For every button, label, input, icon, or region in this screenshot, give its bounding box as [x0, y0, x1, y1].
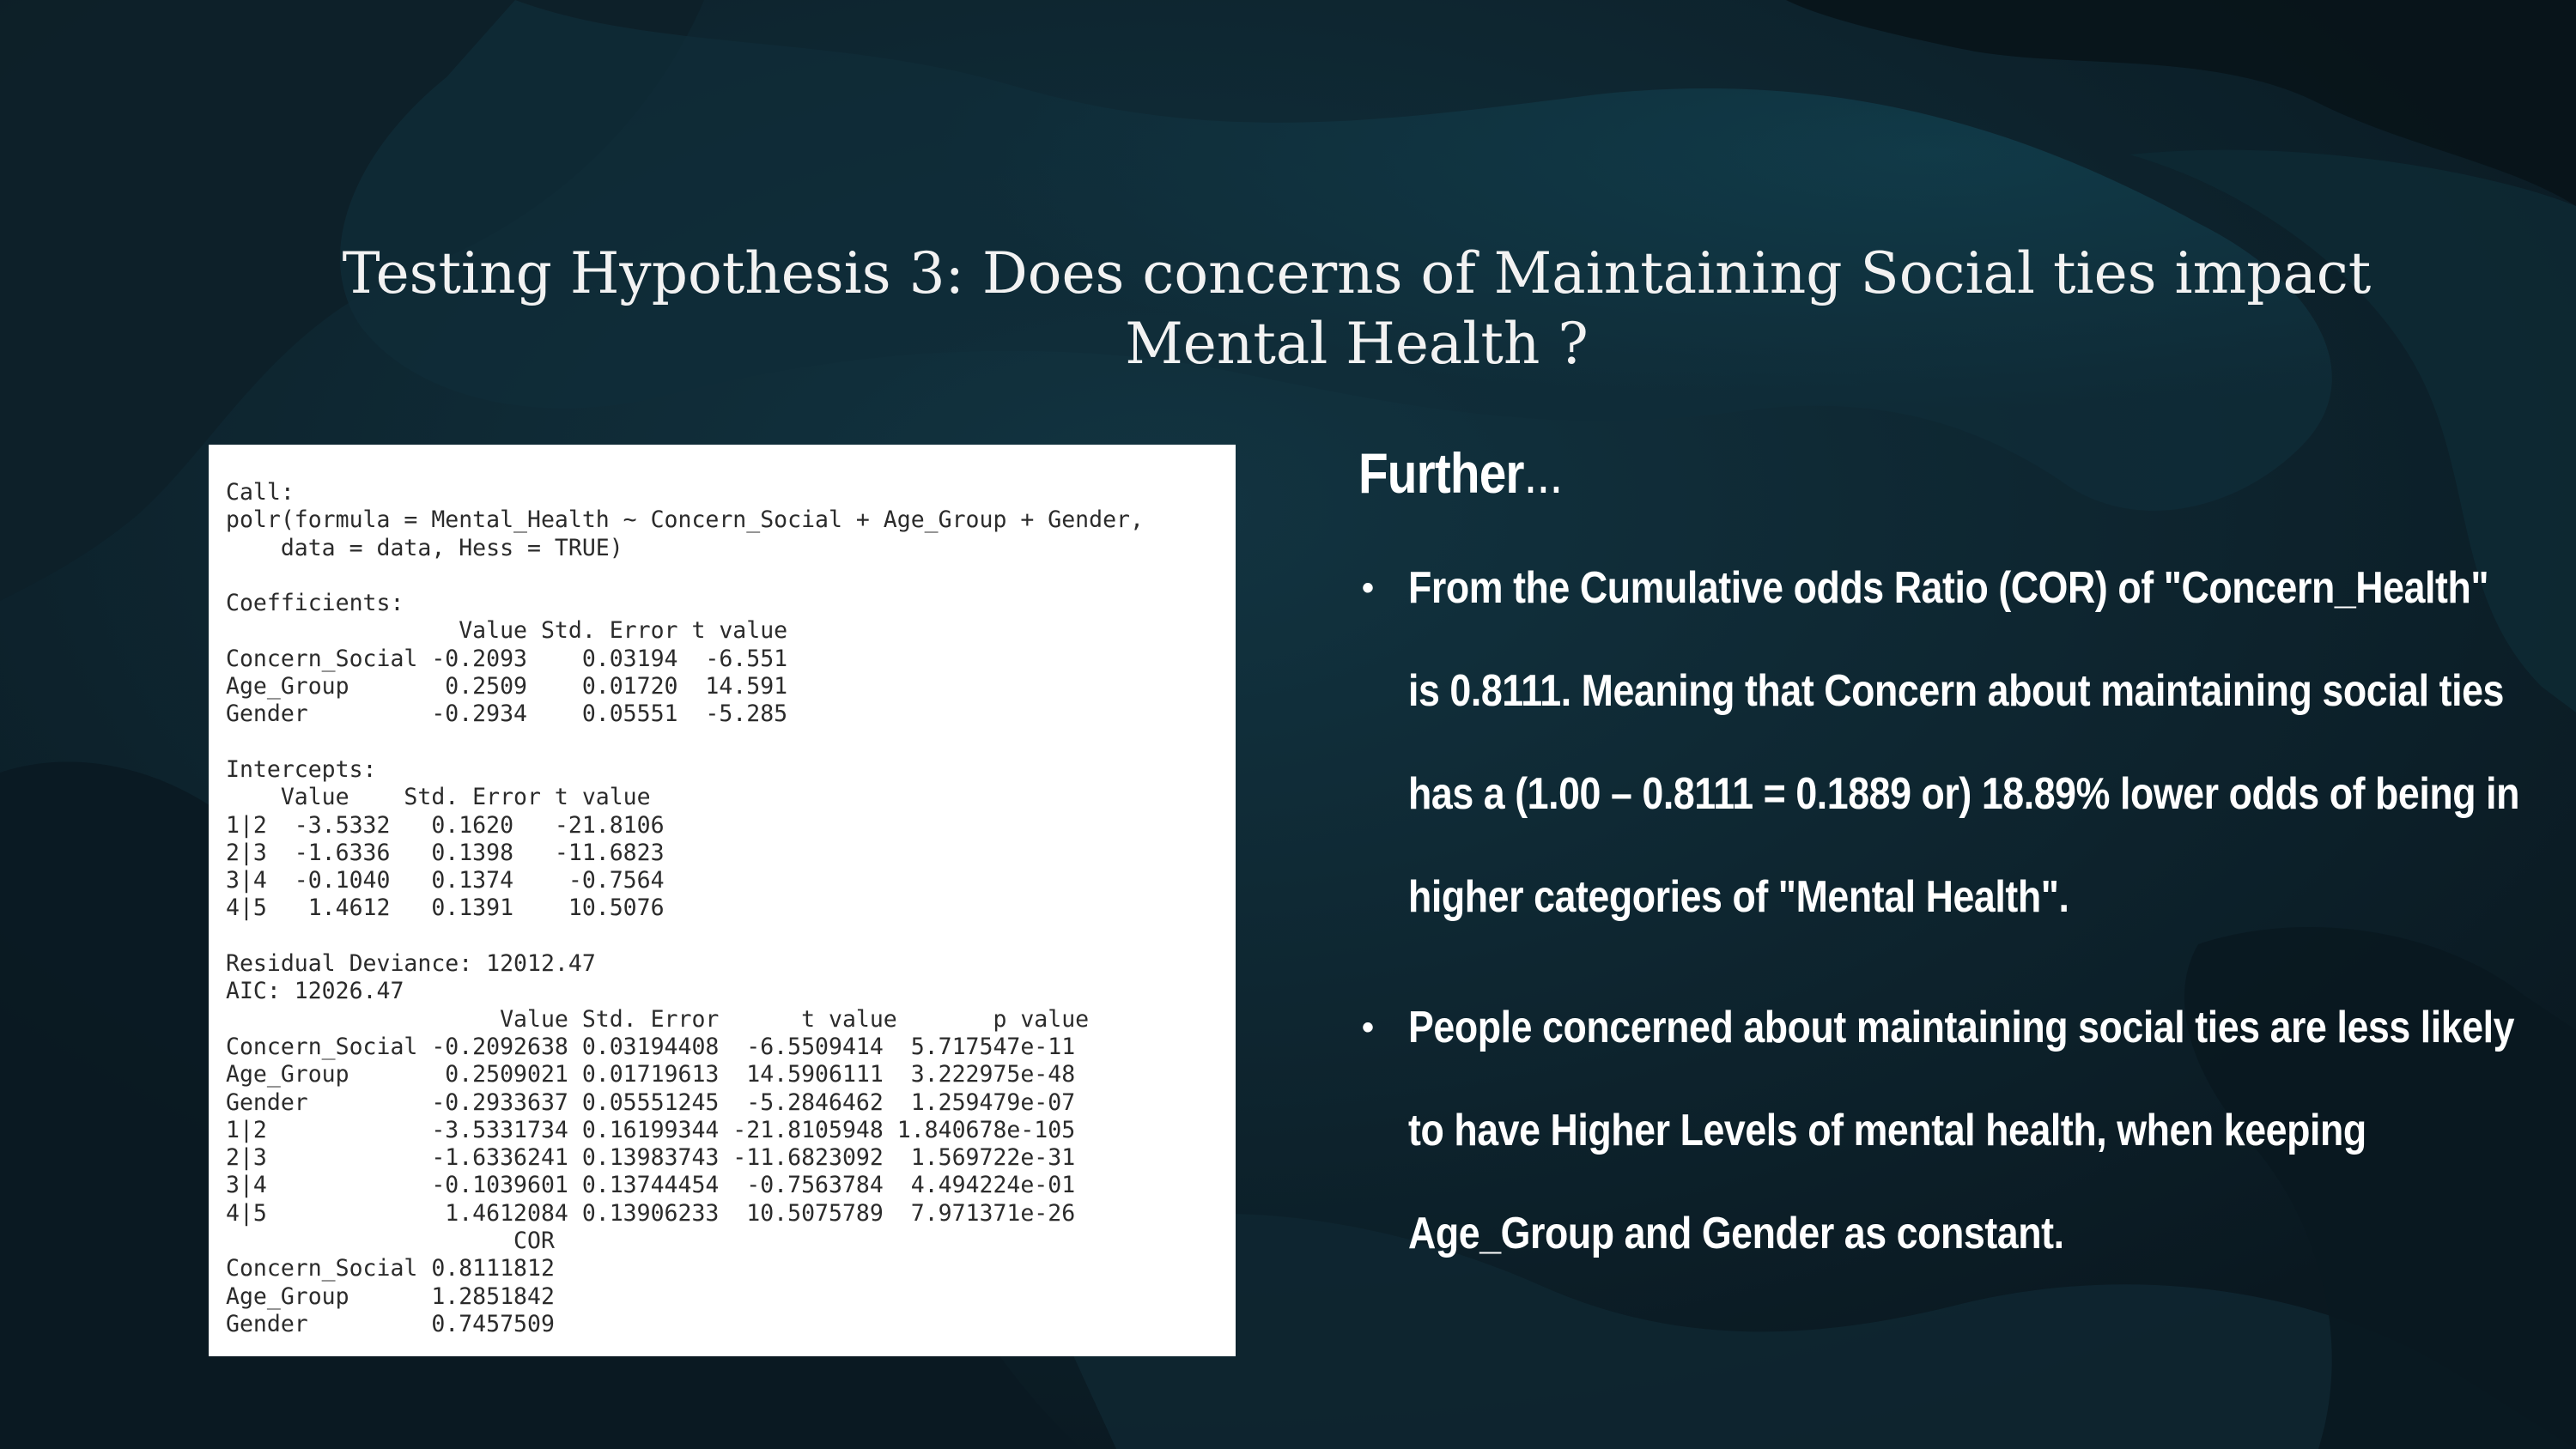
slide-title-line-2: Mental Health ?	[1125, 311, 1589, 377]
r-output-panel: Call: polr(formula = Mental_Health ~ Con…	[209, 445, 1236, 1356]
further-heading: Further...	[1358, 433, 2348, 512]
slide-title-line-1: Testing Hypothesis 3: Does concerns of M…	[342, 240, 2372, 306]
further-heading-ellipsis: ...	[1523, 441, 1564, 505]
further-heading-word: Further	[1358, 441, 1525, 505]
findings-column: Further... • From the Cumulative odds Ra…	[1358, 433, 2519, 1285]
bullet-dot-icon: •	[1362, 1009, 1374, 1046]
bullet-dot-icon: •	[1362, 569, 1374, 607]
list-item: • From the Cumulative odds Ratio (COR) o…	[1358, 537, 2519, 949]
findings-list: • From the Cumulative odds Ratio (COR) o…	[1358, 537, 2519, 1285]
slide-title: Testing Hypothesis 3: Does concerns of M…	[258, 239, 2456, 379]
r-console-output: Call: polr(formula = Mental_Health ~ Con…	[226, 479, 1144, 1337]
finding-cor-text: From the Cumulative odds Ratio (COR) of …	[1408, 563, 2520, 922]
finding-conclusion-text: People concerned about maintaining socia…	[1408, 1003, 2515, 1258]
list-item: • People concerned about maintaining soc…	[1358, 976, 2515, 1285]
